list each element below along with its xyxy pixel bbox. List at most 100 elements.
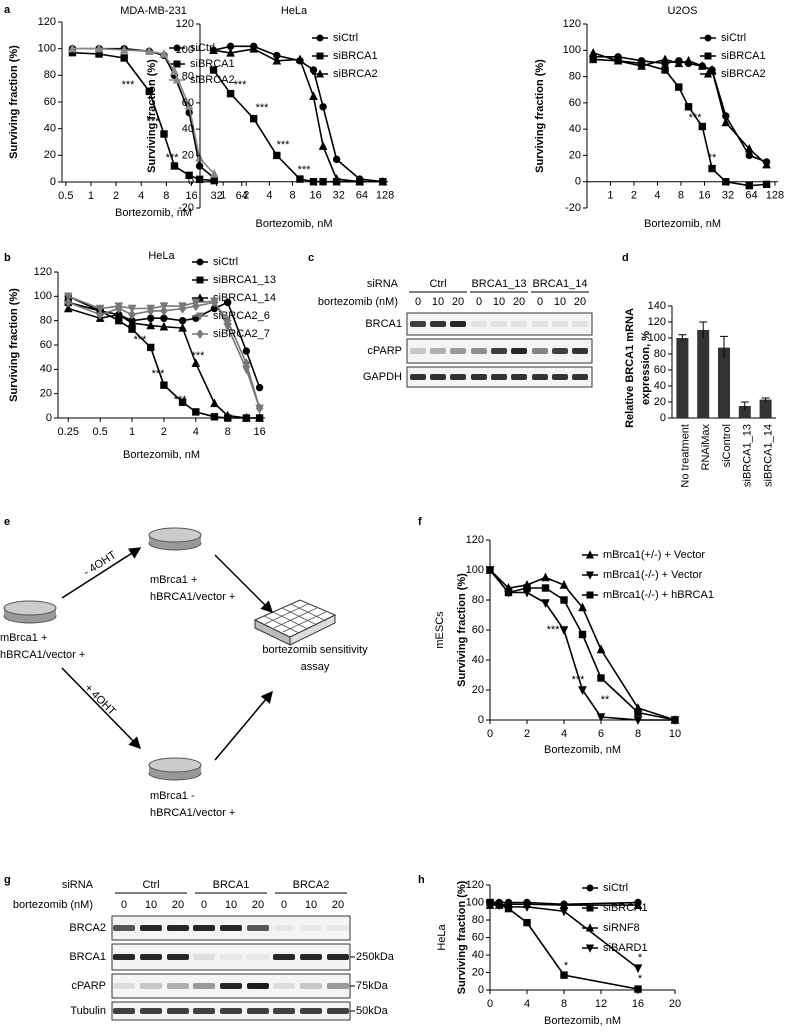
- x-tick-label: 1: [129, 426, 135, 438]
- annotation: *: [638, 973, 643, 985]
- x-tick-label: 12: [595, 998, 607, 1010]
- band: [247, 925, 269, 931]
- x-tick-label: 4: [654, 190, 660, 202]
- dose-label: 20: [252, 899, 264, 911]
- marker: [63, 303, 73, 313]
- band: [572, 348, 588, 354]
- band: [220, 954, 242, 960]
- y-tick-label: 0: [575, 176, 581, 188]
- blot-label: siRNA: [62, 879, 94, 891]
- marker: [146, 314, 155, 322]
- dose-label: 0: [476, 296, 482, 308]
- legend-label: siCtrl: [721, 32, 746, 44]
- y-tick-label: 40: [654, 380, 666, 392]
- marker: [178, 303, 187, 314]
- panel-letter: f: [418, 516, 422, 528]
- annotation: ***: [174, 394, 188, 406]
- annotation: ***: [192, 350, 206, 362]
- annotation: ***: [547, 624, 561, 636]
- marker: [745, 181, 753, 190]
- band: [450, 374, 466, 380]
- marker: [588, 47, 598, 57]
- x-tick-label: 4: [266, 190, 272, 202]
- y-tick-label: 0: [478, 984, 484, 996]
- band: [410, 348, 426, 354]
- y-tick-label: 80: [44, 69, 56, 81]
- y-tick-label: 100: [34, 290, 52, 302]
- marker: [578, 686, 587, 695]
- band: [552, 374, 568, 380]
- x-tick-label: 64: [236, 190, 248, 202]
- arrow: [214, 690, 273, 761]
- dose-label: 10: [432, 296, 444, 308]
- y-tick-label: 0: [46, 412, 52, 424]
- error-bar: [699, 321, 708, 338]
- x-tick-label: 4: [561, 728, 567, 740]
- group-label: BRCA1_13: [471, 278, 526, 290]
- legend-label: siRNF8: [603, 922, 640, 934]
- group-label: BRCA2: [293, 879, 330, 891]
- y-tick-label: 20: [40, 388, 52, 400]
- error-bar: [740, 401, 749, 410]
- x-tick-label: 2: [113, 190, 119, 202]
- marker: [707, 65, 717, 74]
- arrow: [61, 667, 142, 750]
- diagram: mBrca1 + hBRCA1/vector + mBrca1 + hBRCA1…: [0, 527, 368, 819]
- y-tick-label: -20: [565, 202, 581, 214]
- legend-marker: [315, 69, 325, 78]
- legend-label: siBRCA1: [333, 50, 378, 62]
- band: [193, 1008, 215, 1014]
- marker: [184, 101, 194, 110]
- band: [491, 321, 507, 327]
- annotation: *: [564, 960, 569, 972]
- marker: [661, 66, 669, 74]
- marker: [209, 66, 218, 74]
- marker: [170, 66, 179, 76]
- annotation: ***: [234, 79, 248, 91]
- x-tick-label: 32: [333, 190, 345, 202]
- y-tick-label: 100: [466, 896, 484, 908]
- band: [491, 374, 507, 380]
- legend-marker: [585, 944, 595, 953]
- y-tick-label: 20: [654, 396, 666, 408]
- dose-label: 20: [172, 899, 184, 911]
- dish-label: hBRCA1/vector +: [150, 591, 235, 603]
- x-tick-label: 16: [698, 190, 710, 202]
- treatment-label: + 4OHT: [82, 682, 118, 718]
- legend-label: siBRCA1_13: [213, 274, 276, 286]
- dose-label: 20: [513, 296, 525, 308]
- band: [430, 321, 446, 327]
- x-tick-label: 10: [669, 728, 681, 740]
- legend-label: siBRCA2: [333, 68, 378, 80]
- band: [491, 348, 507, 354]
- dish-label: mBrca1 +: [0, 632, 47, 644]
- marker: [633, 716, 643, 725]
- x-tick-label: 2: [524, 728, 530, 740]
- annotation: ***: [256, 102, 270, 114]
- x-tick-label: 0.25: [58, 426, 79, 438]
- marker: [144, 46, 154, 56]
- marker: [541, 584, 550, 592]
- band: [167, 983, 189, 989]
- legend-marker: [316, 34, 324, 42]
- chart-title: mESCs: [434, 611, 446, 649]
- band: [430, 374, 446, 380]
- legend-marker: [173, 44, 181, 52]
- marker: [698, 122, 706, 131]
- band: [247, 983, 269, 989]
- marker: [191, 358, 201, 367]
- marker: [637, 61, 646, 70]
- y-tick-label: 140: [648, 300, 666, 312]
- band: [450, 348, 466, 354]
- x-axis-label: Bortezomib, nM: [544, 744, 621, 756]
- x-tick-label: 2: [631, 190, 637, 202]
- band: [247, 1008, 269, 1014]
- marker: [671, 716, 679, 724]
- marker: [634, 708, 642, 717]
- marker: [296, 175, 304, 183]
- marker: [127, 304, 137, 314]
- dose-label: 0: [121, 899, 127, 911]
- marker: [178, 316, 187, 325]
- panel-letter: c: [308, 252, 314, 264]
- y-tick-label: 80: [182, 70, 194, 82]
